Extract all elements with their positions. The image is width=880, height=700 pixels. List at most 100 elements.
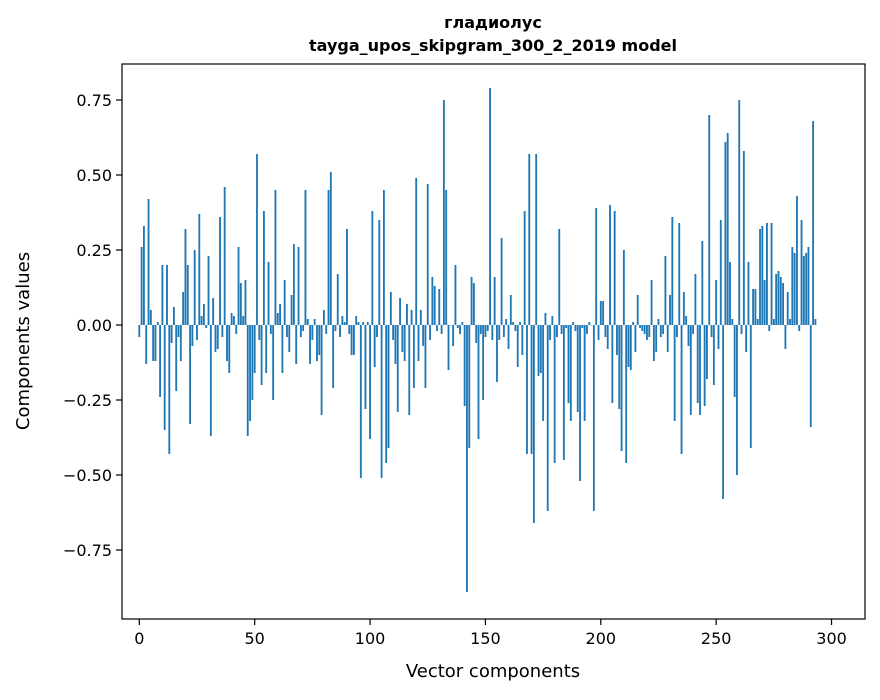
bar [194,250,196,325]
bar [602,301,604,325]
bar [175,325,177,391]
bar [395,325,397,364]
bar [674,325,676,421]
bar [281,325,283,373]
bar [182,292,184,325]
bar [279,304,281,325]
bar [741,325,743,334]
bar [669,295,671,325]
bar [189,325,191,424]
bar [461,322,463,325]
bar [535,154,537,325]
bar [224,187,226,325]
bar [335,325,337,331]
bar [533,325,535,523]
bar [145,325,147,364]
bar [143,226,145,325]
bar [212,298,214,325]
bar [226,325,228,361]
bar [485,325,487,337]
bar [473,283,475,325]
bar [688,325,690,346]
bar [759,229,761,325]
bar [161,265,163,325]
bar [374,325,376,367]
bar [549,325,551,340]
bar [392,325,394,340]
x-tick-label: 250 [701,629,732,648]
x-axis-label: Vector components [406,661,580,682]
x-tick-label: 200 [586,629,617,648]
bar [187,265,189,325]
bar [316,325,318,361]
bar [651,280,653,325]
bar [221,325,223,337]
y-tick-label: −0.75 [63,541,112,560]
bar [203,304,205,325]
bar [724,142,726,325]
y-tick-label: 0.75 [76,91,112,110]
bar [512,322,514,325]
bar [711,325,713,337]
bar [191,325,193,346]
bar [367,322,369,325]
bar [455,265,457,325]
bar [307,319,309,325]
bar [646,325,648,340]
bar [309,325,311,364]
bar [298,247,300,325]
bar [418,325,420,361]
bar [743,151,745,325]
bar [718,325,720,349]
bar [157,322,159,325]
bar [388,325,390,448]
bar [778,271,780,325]
bar [263,211,265,325]
bar [457,325,459,328]
bar [438,289,440,325]
bar [348,325,350,334]
bar [159,325,161,397]
bar [459,325,461,334]
bar [478,325,480,439]
bar [625,325,627,463]
bar [639,325,641,328]
bar [775,274,777,325]
bar [505,319,507,325]
bar [789,319,791,325]
bar [685,316,687,325]
bar [556,325,558,337]
bar [771,223,773,325]
bar [565,325,567,328]
bar [164,325,166,430]
bar [681,325,683,454]
bar [720,220,722,325]
bar [489,88,491,325]
bar [339,325,341,337]
chart-subtitle: tayga_upos_skipgram_300_2_2019 model [309,36,677,55]
bar [544,313,546,325]
bar [637,295,639,325]
bar [314,319,316,325]
x-tick-label: 100 [355,629,386,648]
bar [231,313,233,325]
bar [311,325,313,340]
bar [628,325,630,367]
bar [249,325,251,421]
bar [464,325,466,406]
bar [270,325,272,334]
y-axis-label: Components values [13,252,34,430]
bar [570,325,572,421]
bar [574,325,576,331]
y-tick-label: 0.00 [76,316,112,335]
bar [325,325,327,334]
bar [519,322,521,325]
y-tick-label: 0.25 [76,241,112,260]
bar [152,325,154,361]
bar [653,325,655,361]
bar [630,325,632,370]
bar [406,304,408,325]
